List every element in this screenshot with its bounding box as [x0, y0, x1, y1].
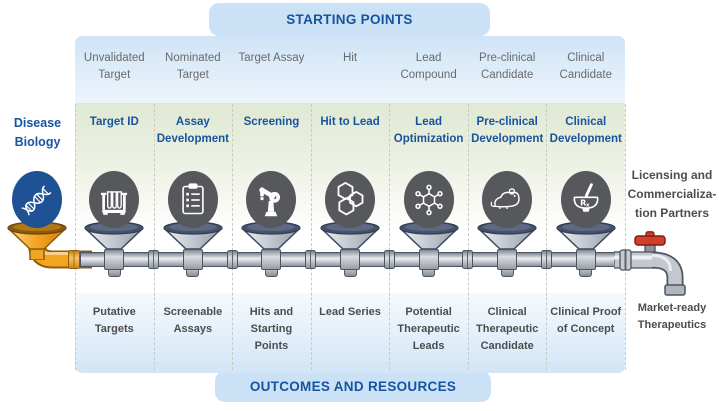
- column-divider: [389, 104, 391, 370]
- starting-point-label: Unvalidated Target: [83, 52, 145, 82]
- test-tube-rack-icon: [101, 190, 128, 215]
- pipe-junction: [340, 249, 360, 270]
- molecule-icon: [414, 184, 443, 215]
- market-ready-label: Market-ready Therapeutics: [637, 302, 707, 332]
- outcome-label: Putative Targets: [92, 306, 136, 336]
- dna-icon: [21, 185, 52, 215]
- licensing-partners-label: Licensing and Commercializa- tion Partne…: [625, 166, 719, 224]
- disease-biology-label: Disease Biology: [13, 116, 62, 149]
- pipe-nub: [343, 270, 357, 277]
- stage-icon-circle: [403, 171, 454, 228]
- stage-label: Screening: [243, 116, 300, 128]
- starting-point-label: Target Assay: [238, 52, 305, 64]
- stage-icon-circle: [246, 171, 297, 228]
- outcome-label: Clinical Proof of Concept: [550, 306, 622, 336]
- starting-points-title: STARTING POINTS: [286, 12, 413, 27]
- stage-label: Clinical Development: [549, 116, 622, 146]
- pipe-junction: [418, 249, 439, 270]
- licensing-line: Commercializa-: [627, 187, 717, 202]
- stage-label: Hit to Lead: [320, 116, 380, 128]
- orange-pipe-coupling: [68, 250, 80, 269]
- pipe-nub: [264, 270, 278, 277]
- column-divider: [467, 104, 469, 370]
- mouse-icon: [490, 187, 520, 209]
- licensing-line: tion Partners: [634, 206, 709, 221]
- outcomes-header: OUTCOMES AND RESOURCES: [215, 371, 491, 402]
- column-divider: [546, 104, 548, 370]
- pipe-junction: [104, 249, 125, 270]
- pipe-coupling: [462, 250, 474, 269]
- starting-point-label: Clinical Candidate: [559, 52, 612, 82]
- stage-icon-circle: [167, 171, 218, 228]
- column-divider: [310, 104, 312, 370]
- stage-icon-circle: [482, 171, 533, 228]
- outcome-label: Clinical Therapeutic Candidate: [476, 306, 539, 353]
- stage-label: Target ID: [89, 116, 139, 128]
- starting-points-header: STARTING POINTS: [209, 3, 490, 36]
- disease-biology-circle: [12, 171, 62, 228]
- outcome-label: Screenable Assays: [163, 306, 223, 336]
- pipe-junction: [497, 249, 518, 270]
- faucet-icon: [614, 231, 686, 296]
- funnel: [241, 221, 301, 260]
- pipe-junction: [575, 249, 596, 270]
- outcome-label: Hits and Starting Points: [249, 306, 294, 353]
- pipe-junction: [261, 249, 282, 270]
- starting-point-label: Hit: [342, 52, 358, 64]
- pipe-nub: [107, 270, 121, 277]
- outcomes-title: OUTCOMES AND RESOURCES: [249, 379, 457, 394]
- pipe-nub: [186, 270, 200, 277]
- pipe-junction: [182, 249, 203, 270]
- faucet-nozzle: [664, 284, 686, 296]
- stage-icon-circle: [89, 171, 140, 228]
- mortar-pestle-icon: R x: [573, 182, 599, 212]
- column-divider: [153, 104, 155, 370]
- pipe-coupling: [540, 250, 552, 269]
- svg-text:R: R: [580, 197, 587, 207]
- starting-point-label: Lead Compound: [400, 52, 457, 82]
- starting-point-label: Nominated Target: [165, 52, 221, 82]
- column-divider: [625, 104, 626, 370]
- column-divider: [232, 104, 234, 370]
- licensing-line: Licensing and: [631, 168, 713, 182]
- stage-label: Pre-clinical Development: [471, 116, 544, 146]
- outcome-label: Lead Series: [319, 306, 381, 318]
- pipe-nub: [500, 270, 514, 277]
- red-valve-handle: [634, 235, 666, 246]
- pipe-coupling: [383, 250, 395, 269]
- starting-point-label: Pre-clinical Candidate: [479, 52, 536, 82]
- pipe-nub: [579, 270, 593, 277]
- starting-points-band: Unvalidated Target Nominated Target Targ…: [75, 36, 625, 103]
- stage-label: Lead Optimization: [393, 116, 464, 146]
- column-divider: [75, 104, 76, 370]
- svg-text:x: x: [586, 202, 590, 208]
- clipboard-checklist-icon: [182, 182, 204, 214]
- robot-arm-icon: [259, 186, 281, 216]
- pipe-coupling: [305, 250, 317, 269]
- stage-icon-circle: [325, 171, 375, 228]
- pipe-coupling: [226, 250, 238, 269]
- stage-icon-circle: R x: [560, 171, 611, 228]
- outcomes-band: Putative Targets Screenable Assays Hits …: [75, 293, 625, 373]
- outcome-label: Potential Therapeutic Leads: [397, 306, 460, 353]
- pipe-nub: [422, 270, 436, 277]
- pipe-coupling: [148, 250, 160, 269]
- hexagons-icon: [337, 181, 364, 215]
- stage-label: Assay Development: [156, 116, 229, 146]
